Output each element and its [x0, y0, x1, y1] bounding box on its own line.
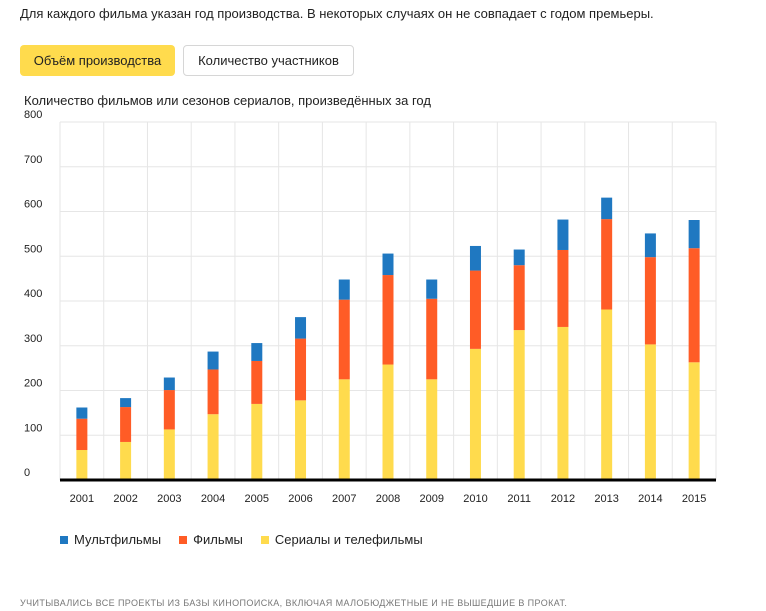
legend-item-films[interactable]: Фильмы: [179, 532, 243, 547]
bar-segment-cartoons[interactable]: [120, 398, 132, 408]
y-tick-label: 600: [24, 199, 42, 211]
bar-segment-cartoons[interactable]: [601, 197, 613, 220]
bar-segment-films[interactable]: [601, 219, 613, 310]
bar-segment-series[interactable]: [688, 362, 700, 480]
bar-segment-series[interactable]: [207, 414, 219, 480]
axes: 0 100 200 300 400 500 600 700 800 2001 2002 2003 200…: [24, 110, 716, 505]
bar-segment-series[interactable]: [120, 441, 132, 480]
bar-segment-cartoons[interactable]: [644, 233, 656, 258]
legend-swatch-cartoons: [60, 535, 68, 544]
bar-segment-series[interactable]: [251, 403, 263, 480]
x-tick-label: 2003: [157, 493, 181, 505]
bar-segment-series[interactable]: [601, 309, 613, 480]
bar-segment-cartoons[interactable]: [251, 343, 263, 361]
legend-label-series: Сериалы и телефильмы: [274, 532, 423, 547]
chart-title: Количество фильмов или сезонов сериалов,…: [24, 93, 431, 108]
x-tick-label: 2009: [419, 493, 443, 505]
bar-segment-cartoons[interactable]: [338, 279, 350, 300]
y-tick-label: 100: [24, 422, 42, 434]
bar-segment-cartoons[interactable]: [513, 249, 525, 266]
intro-text: Для каждого фильма указан год производст…: [20, 6, 654, 21]
x-tick-label: 2005: [245, 493, 269, 505]
bar-segment-films[interactable]: [207, 369, 219, 415]
bar-segment-series[interactable]: [76, 450, 88, 480]
bar-segment-series[interactable]: [426, 379, 438, 480]
bar-segment-cartoons[interactable]: [207, 351, 219, 370]
legend-swatch-films: [179, 535, 188, 544]
y-tick-label: 300: [24, 333, 42, 345]
bars: [76, 197, 700, 480]
footnote: УЧИТЫВАЛИСЬ ВСЕ ПРОЕКТЫ ИЗ БАЗЫ КИНОПОИС…: [20, 598, 568, 608]
x-tick-label: 2002: [113, 493, 137, 505]
y-tick-label: 700: [24, 154, 42, 166]
bar-segment-films[interactable]: [688, 248, 700, 363]
bar-segment-films[interactable]: [644, 257, 656, 345]
bar-segment-films[interactable]: [120, 407, 132, 442]
y-tick-label: 500: [24, 243, 42, 255]
bar-segment-cartoons[interactable]: [426, 279, 438, 299]
bar-segment-series[interactable]: [338, 379, 350, 480]
x-tick-label: 2010: [463, 493, 487, 505]
legend-item-series[interactable]: Сериалы и телефильмы: [260, 532, 423, 547]
x-tick-label: 2006: [288, 493, 312, 505]
bar-segment-films[interactable]: [338, 299, 350, 380]
y-tick-label: 400: [24, 288, 42, 300]
bar-segment-cartoons[interactable]: [688, 220, 700, 249]
bar-segment-cartoons[interactable]: [76, 407, 88, 419]
stacked-bar-chart: 0 100 200 300 400 500 600 700 800 2001 2002 2003 200…: [24, 110, 717, 505]
bar-segment-films[interactable]: [382, 275, 394, 365]
bar-segment-series[interactable]: [382, 364, 394, 480]
bar-segment-films[interactable]: [426, 298, 438, 380]
x-tick-label: 2013: [594, 493, 618, 505]
bar-segment-films[interactable]: [469, 270, 481, 349]
bar-segment-films[interactable]: [557, 249, 569, 327]
x-tick-label: 2008: [376, 493, 400, 505]
bar-segment-series[interactable]: [469, 348, 481, 480]
x-tick-label: 2004: [201, 493, 225, 505]
bar-segment-films[interactable]: [76, 418, 88, 451]
x-tick-label: 2011: [507, 493, 531, 505]
bar-segment-cartoons[interactable]: [557, 219, 569, 250]
bar-segment-films[interactable]: [251, 360, 263, 404]
bar-segment-series[interactable]: [557, 326, 569, 480]
bar-segment-cartoons[interactable]: [295, 317, 307, 339]
legend: Мультфильмы Фильмы Сериалы и телефильмы: [60, 532, 423, 547]
x-tick-label: 2012: [551, 493, 575, 505]
bar-segment-cartoons[interactable]: [163, 377, 175, 391]
x-tick-label: 2001: [70, 493, 94, 505]
bar-segment-films[interactable]: [163, 390, 175, 430]
y-tick-label: 0: [24, 467, 30, 479]
tab-participants-count[interactable]: Количество участников: [183, 45, 354, 76]
bar-segment-films[interactable]: [295, 338, 307, 401]
bar-segment-cartoons[interactable]: [382, 253, 394, 276]
bar-segment-series[interactable]: [163, 429, 175, 480]
bar-segment-series[interactable]: [295, 400, 307, 480]
x-tick-label: 2007: [332, 493, 356, 505]
y-tick-label: 800: [24, 110, 42, 121]
bar-segment-series[interactable]: [644, 344, 656, 480]
legend-swatch-series: [260, 535, 269, 544]
x-tick-label: 2015: [682, 493, 706, 505]
grid: [59, 121, 717, 480]
tab-production-volume[interactable]: Объём производства: [20, 45, 175, 76]
bar-segment-series[interactable]: [513, 330, 525, 480]
legend-item-cartoons[interactable]: Мультфильмы: [60, 532, 161, 547]
legend-label-films: Фильмы: [193, 532, 243, 547]
y-tick-label: 200: [24, 378, 42, 390]
x-tick-label: 2014: [638, 493, 662, 505]
bar-segment-films[interactable]: [513, 265, 525, 331]
legend-label-cartoons: Мультфильмы: [74, 532, 162, 547]
bar-segment-cartoons[interactable]: [469, 245, 481, 271]
